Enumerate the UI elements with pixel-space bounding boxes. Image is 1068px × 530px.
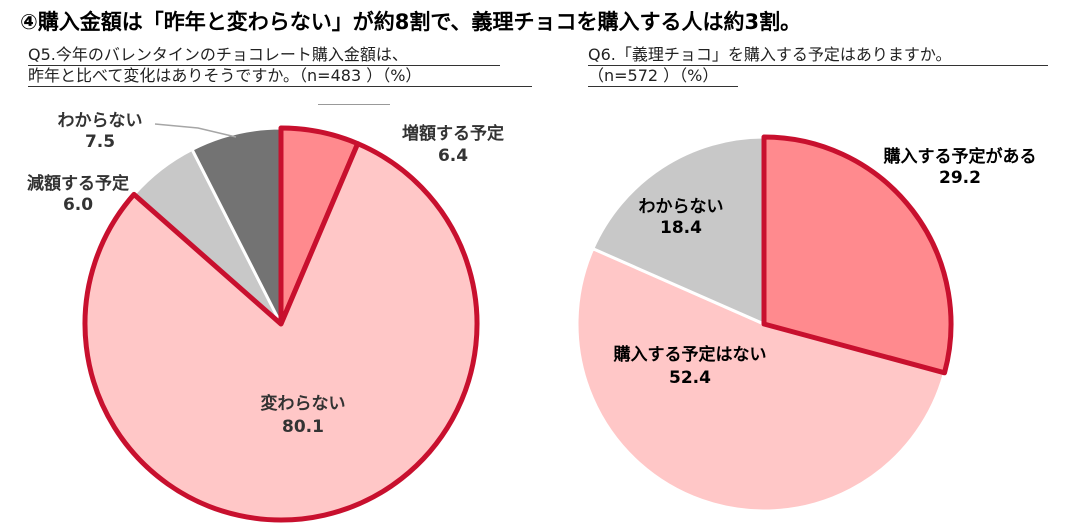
q6-value-yes: 29.2 bbox=[939, 168, 981, 188]
q5-label-unknown: わからない bbox=[58, 111, 143, 131]
q5-value-increase: 6.4 bbox=[438, 146, 468, 166]
q6-slice-1 bbox=[575, 247, 947, 513]
q5-divider bbox=[318, 104, 390, 105]
q5-slice-1 bbox=[82, 141, 480, 523]
q6-value-unknown: 18.4 bbox=[660, 218, 702, 238]
q5-value-unknown: 7.5 bbox=[85, 132, 115, 152]
q5-question: Q5.今年のバレンタインのチョコレート購入金額は、 昨年と比べて変化はありそうで… bbox=[28, 44, 421, 86]
q6-pie-chart bbox=[575, 134, 954, 513]
q6-slice-0 bbox=[761, 134, 954, 376]
q5-label-unchanged: 変わらない bbox=[261, 393, 346, 414]
q6-underline-2 bbox=[588, 86, 738, 87]
q5-pie-chart bbox=[82, 125, 480, 523]
q6-label-no: 購入する予定はない bbox=[614, 344, 767, 365]
q6-underline-1 bbox=[588, 65, 1048, 66]
q5-leader-line bbox=[154, 123, 237, 138]
q6-value-no: 52.4 bbox=[669, 368, 711, 388]
q6-question: Q6.「義理チョコ」を購入する予定はありますか。 （n=572 ）（%） bbox=[588, 44, 952, 86]
q6-label-yes: 購入する予定がある bbox=[884, 146, 1037, 167]
q5-value-unchanged: 80.1 bbox=[282, 417, 324, 437]
headline: ④購入金額は「昨年と変わらない」が約8割で、義理チョコを購入する人は約3割。 bbox=[20, 10, 802, 34]
q5-value-decrease: 6.0 bbox=[63, 195, 93, 215]
q6-slice-2 bbox=[591, 135, 766, 326]
q5-underline-1 bbox=[28, 65, 500, 66]
q6-question-line-2: （n=572 ）（%） bbox=[588, 66, 719, 85]
q6-question-line-1: Q6.「義理チョコ」を購入する予定はありますか。 bbox=[588, 45, 952, 64]
q5-underline-2 bbox=[28, 86, 532, 87]
q5-question-line-1: Q5.今年のバレンタインのチョコレート購入金額は、 bbox=[28, 45, 408, 64]
q6-label-unknown: わからない bbox=[639, 197, 724, 217]
q5-label-increase: 増額する予定 bbox=[402, 123, 504, 144]
q5-question-line-2: 昨年と比べて変化はありそうですか。（n=483 ）（%） bbox=[28, 66, 422, 85]
q5-label-decrease: 減額する予定 bbox=[27, 173, 129, 194]
